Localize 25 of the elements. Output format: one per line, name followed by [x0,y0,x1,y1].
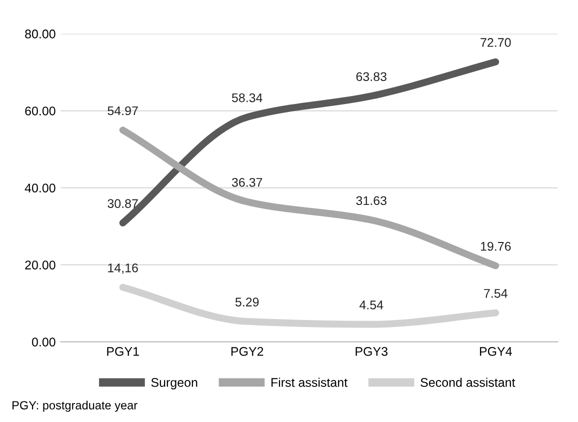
x-tick-label: PGY4 [480,347,512,356]
data-label: 30.87 [108,199,138,208]
text: PGY: postgraduate year [12,400,138,412]
data-label: 63.83 [356,72,386,82]
data-label: 36.37 [232,178,262,187]
data-label: 14,16 [108,263,138,274]
y-tick-label: 40.00 [24,184,56,192]
data-label: 58.34 [232,93,262,102]
data-label: 31.63 [356,196,386,206]
legend-label: Surgeon [151,378,198,390]
y-tick-label: 60.00 [25,106,56,116]
data-label: 5.29 [235,298,259,306]
y-tick-label: 20.00 [25,260,56,270]
legend-label: First assistant [271,378,348,387]
data-label: 72.70 [480,38,511,47]
data-label: 4.54 [359,300,384,310]
data-label: 7.54 [484,289,508,298]
x-tick-label: PGY1 [107,347,139,356]
data-label: 54.97 [108,106,138,116]
legend-label: Second assistant [420,378,516,387]
x-tick-label: PGY2 [231,347,264,356]
y-tick-label: 80.00 [25,30,56,38]
data-label: 19.76 [480,242,511,251]
x-tick-label: PGY3 [356,347,388,356]
y-tick-label: 0.00 [32,338,56,346]
